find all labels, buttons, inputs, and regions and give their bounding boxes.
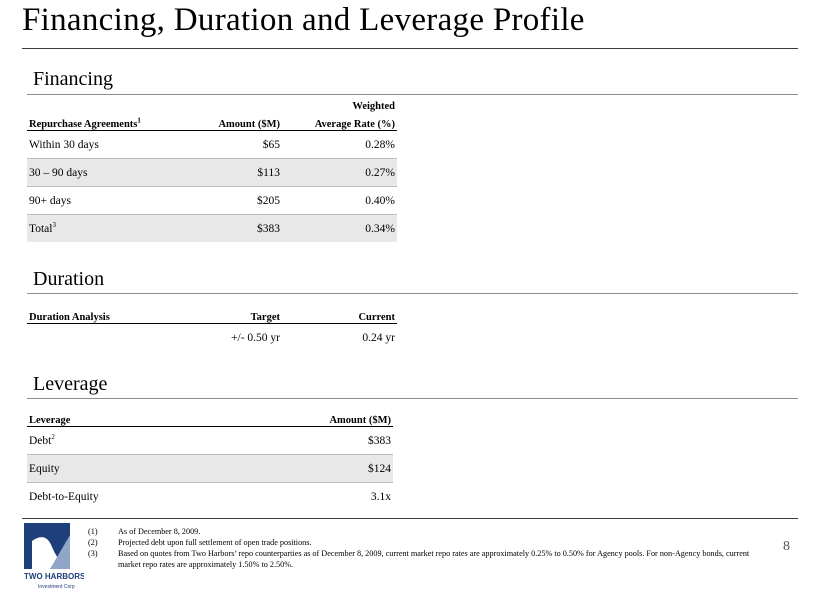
duration-divider <box>27 293 798 294</box>
footnotes: (1) As of December 8, 2009. (2) Projected … <box>88 526 768 570</box>
svg-text:TWO HARBORS: TWO HARBORS <box>24 572 84 581</box>
table-row: Debt2 $383 <box>29 432 391 447</box>
financing-divider <box>27 94 798 95</box>
table-row: Total3 $383 0.34% <box>27 214 397 242</box>
page-title: Financing, Duration and Leverage Profile <box>22 2 585 38</box>
duration-heading: Duration <box>33 268 105 290</box>
amount-header: Amount ($M) <box>197 112 282 131</box>
table-row: Within 30 days $65 0.28% <box>29 138 395 151</box>
repo-header: Repurchase Agreements1 <box>27 112 197 131</box>
table-row: 90+ days $205 0.40% <box>27 186 397 215</box>
financing-heading: Financing <box>33 68 113 90</box>
table-row: +/- 0.50 yr 0.24 yr <box>231 331 395 344</box>
footnote: (1) As of December 8, 2009. <box>88 527 201 536</box>
title-divider <box>22 48 798 49</box>
two-harbors-logo: TWO HARBORS Investment Corp <box>22 521 86 591</box>
rate-header-line2: Average Rate (%) <box>282 112 397 131</box>
duration-analysis-header: Duration Analysis <box>27 305 197 324</box>
financing-table: Weighted Repurchase Agreements1 Amount (… <box>27 98 397 242</box>
target-header: Target <box>197 305 282 324</box>
duration-table: Duration Analysis Target Current +/- 0.5… <box>27 305 397 351</box>
leverage-table: Leverage Amount ($M) Debt2 $383 Equity $… <box>27 408 393 510</box>
table-row: 30 – 90 days $113 0.27% <box>27 158 397 187</box>
footer-divider <box>22 518 798 519</box>
page-number: 8 <box>783 539 790 554</box>
leverage-heading: Leverage <box>33 373 108 395</box>
svg-text:Investment Corp: Investment Corp <box>38 584 75 590</box>
footnote: (3) Based on quotes from Two Harbors’ rep… <box>88 549 750 569</box>
current-header: Current <box>282 305 397 324</box>
leverage-header: Leverage <box>27 408 247 427</box>
table-row: Equity $124 <box>27 454 393 483</box>
leverage-amount-header: Amount ($M) <box>247 408 393 427</box>
footnote: (2) Projected debt upon full settlement o… <box>88 538 312 547</box>
leverage-divider <box>27 398 798 399</box>
rate-header-line1: Weighted <box>352 101 395 112</box>
table-row: Debt-to-Equity 3.1x <box>27 482 393 510</box>
